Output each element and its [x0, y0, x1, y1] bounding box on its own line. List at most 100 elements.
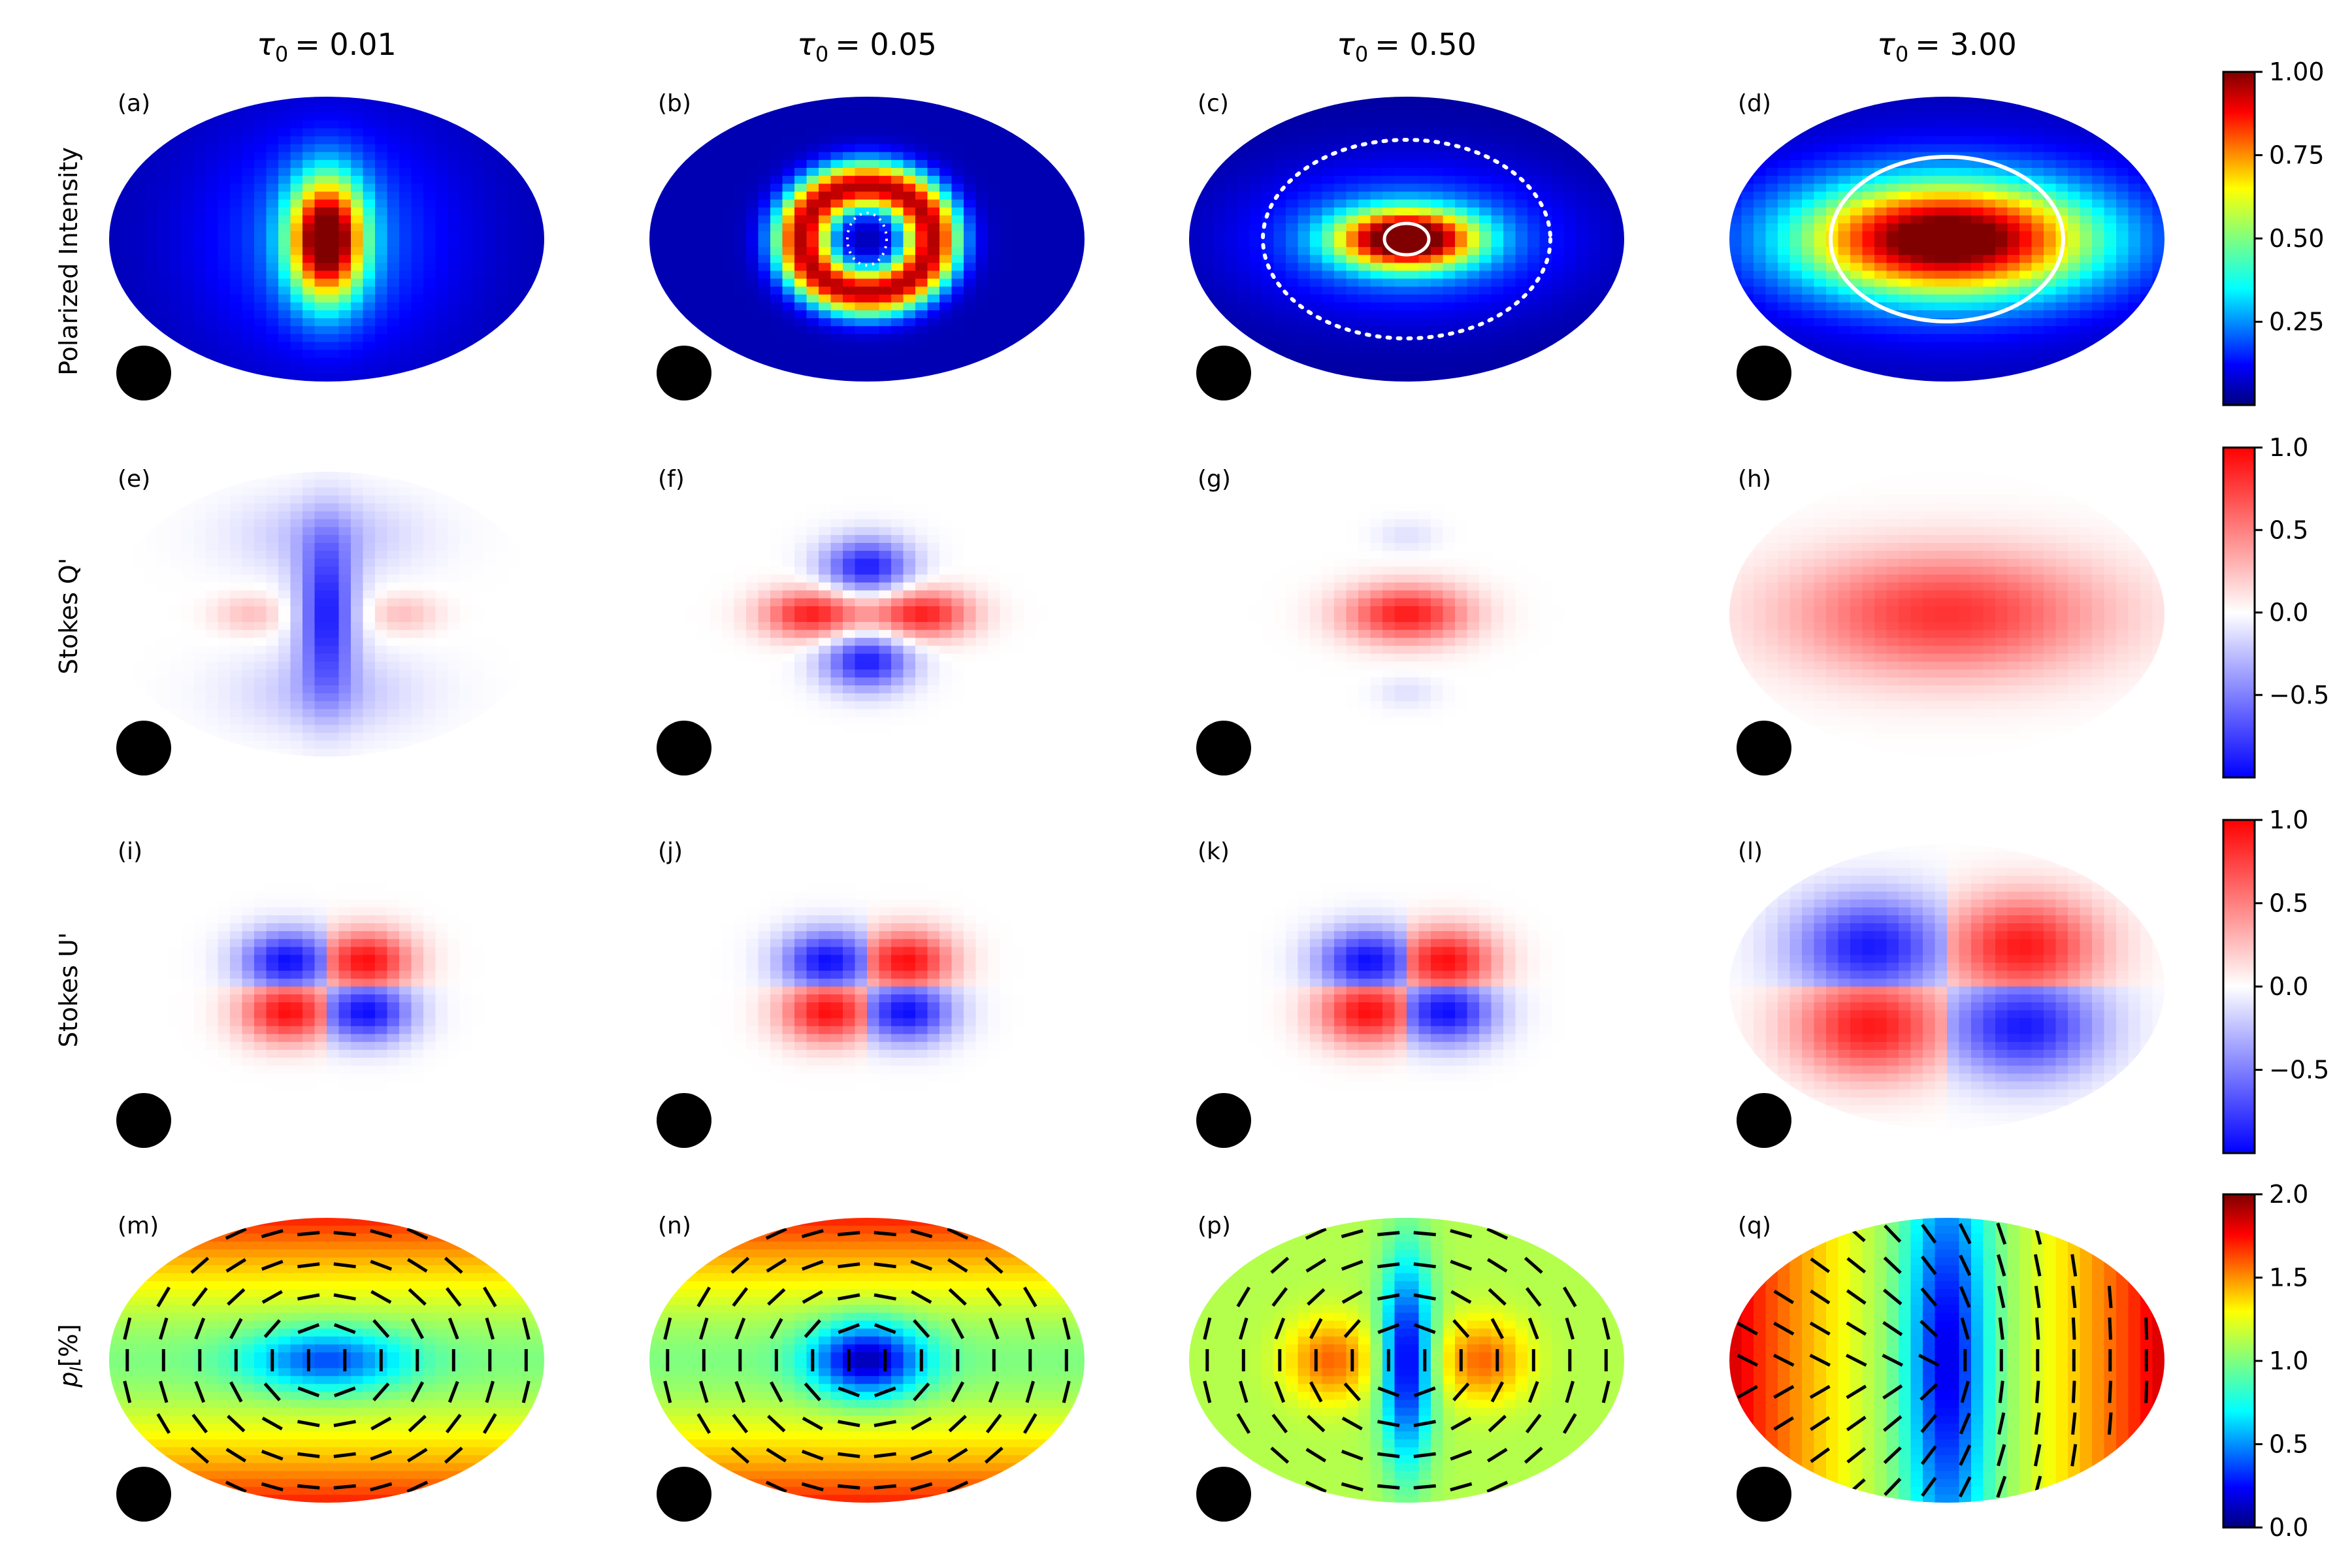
- heatmap-cell: [1814, 318, 1827, 327]
- heatmap-cell: [782, 318, 795, 327]
- heatmap-cell: [1455, 128, 1468, 137]
- heatmap-cell: [1778, 310, 1791, 319]
- heatmap-cell: [218, 128, 231, 137]
- heatmap-cell: [782, 152, 795, 161]
- heatmap-cell: [423, 159, 436, 169]
- heatmap-cell: [1729, 270, 1742, 280]
- heatmap-cell: [1060, 239, 1073, 248]
- heatmap-cell: [1600, 144, 1613, 153]
- heatmap-cell: [1249, 294, 1262, 303]
- heatmap-cell: [1310, 365, 1323, 374]
- heatmap-cell: [2007, 342, 2020, 351]
- heatmap-cell: [230, 199, 243, 208]
- heatmap-cell: [1995, 120, 2008, 129]
- heatmap-cell: [746, 112, 759, 121]
- heatmap-cell: [685, 278, 698, 287]
- heatmap-cell: [770, 231, 783, 240]
- heatmap-cell: [1802, 255, 1815, 263]
- heatmap-cell: [975, 159, 988, 169]
- heatmap-cell: [1971, 207, 1984, 216]
- heatmap-cell: [1923, 223, 1936, 232]
- heatmap-cell: [698, 136, 711, 145]
- heatmap-cell: [1789, 247, 1803, 255]
- heatmap-cell: [302, 365, 316, 374]
- heatmap-cell: [1024, 357, 1037, 367]
- heatmap-cell: [1789, 128, 1803, 137]
- heatmap-cell: [927, 334, 940, 343]
- heatmap-cell: [290, 184, 303, 192]
- heatmap-cell: [758, 310, 771, 319]
- heatmap-cell: [327, 152, 340, 161]
- heatmap-cell: [2007, 191, 2020, 201]
- heatmap-cell: [1000, 334, 1013, 343]
- heatmap-cell: [1407, 159, 1420, 169]
- heatmap-cell: [448, 199, 461, 208]
- heatmap-cell: [855, 278, 868, 287]
- heatmap-cell: [1394, 112, 1407, 121]
- heatmap-cell: [1358, 302, 1371, 311]
- heatmap-cell: [1012, 286, 1025, 295]
- heatmap-cell: [879, 97, 892, 105]
- heatmap-cell: [1225, 318, 1238, 327]
- heatmap-cell: [1826, 334, 1839, 343]
- heatmap-cell: [1225, 223, 1238, 232]
- heatmap-cell: [1310, 294, 1323, 303]
- heatmap-cell: [1479, 168, 1492, 176]
- heatmap-cell: [109, 159, 122, 169]
- heatmap-cell: [1923, 310, 1936, 319]
- heatmap-cell: [710, 270, 723, 280]
- heatmap-cell: [133, 223, 146, 232]
- heatmap-cell: [1515, 373, 1528, 382]
- heatmap-cell: [290, 120, 303, 129]
- heatmap-cell: [423, 239, 436, 248]
- heatmap-cell: [891, 342, 904, 351]
- heatmap-cell: [169, 215, 182, 224]
- heatmap-cell: [1995, 278, 2008, 287]
- heatmap-cell: [1346, 97, 1359, 105]
- heatmap-cell: [1048, 357, 1061, 367]
- heatmap-cell: [806, 128, 819, 137]
- heatmap-cell: [1286, 334, 1299, 343]
- heatmap-cell: [314, 342, 327, 351]
- heatmap-cell: [338, 247, 351, 255]
- heatmap-cell: [1418, 120, 1431, 129]
- heatmap-cell: [685, 286, 698, 295]
- heatmap-cell: [459, 152, 472, 161]
- heatmap-cell: [242, 184, 255, 192]
- heatmap-cell: [327, 278, 340, 287]
- heatmap-cell: [1237, 120, 1250, 129]
- heatmap-cell: [1539, 128, 1552, 137]
- heatmap-cell: [157, 199, 171, 208]
- heatmap-cell: [193, 373, 206, 382]
- heatmap-cell: [1000, 120, 1013, 129]
- heatmap-cell: [1000, 231, 1013, 240]
- heatmap-cell: [1802, 128, 1815, 137]
- heatmap-cell: [1814, 247, 1827, 255]
- heatmap-cell: [302, 357, 316, 367]
- heatmap-cell: [2068, 270, 2081, 280]
- heatmap-cell: [939, 326, 953, 335]
- heatmap-cell: [988, 334, 1001, 343]
- heatmap-cell: [2007, 159, 2020, 169]
- heatmap-cell: [1899, 191, 1912, 201]
- heatmap-cell: [169, 152, 182, 161]
- heatmap-cell: [903, 176, 916, 184]
- heatmap-cell: [758, 144, 771, 153]
- heatmap-cell: [1850, 365, 1863, 374]
- heatmap-cell: [1612, 342, 1624, 351]
- heatmap-cell: [520, 105, 533, 113]
- heatmap-cell: [1983, 207, 1996, 216]
- heatmap-cell: [1874, 191, 1887, 201]
- heatmap-cell: [649, 334, 662, 343]
- heatmap-cell: [218, 136, 231, 145]
- heatmap-cell: [891, 159, 904, 169]
- heatmap-cell: [1298, 128, 1311, 137]
- heatmap-cell: [1201, 239, 1214, 248]
- heatmap-cell: [1886, 144, 1899, 153]
- heatmap-cell: [746, 120, 759, 129]
- heatmap-cell: [532, 310, 544, 319]
- heatmap-cell: [1012, 350, 1025, 359]
- heatmap-cell: [734, 318, 747, 327]
- heatmap-cell: [1552, 263, 1565, 272]
- heatmap-cell: [2007, 263, 2020, 272]
